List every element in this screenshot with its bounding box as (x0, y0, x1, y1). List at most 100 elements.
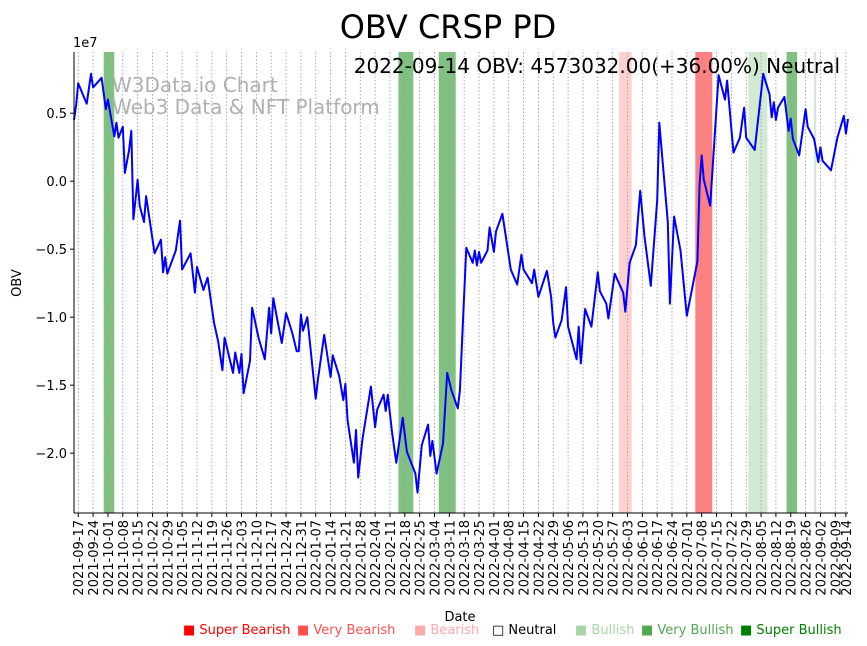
x-axis-label: Date (444, 610, 475, 625)
legend: ■ Super Bearish ■ Very Bearish ■ Bearish □ … (183, 623, 842, 638)
legend-item-super-bearish: ■ Super Bearish (183, 623, 291, 638)
x-tick-label: 2022-09-14 (840, 520, 855, 596)
x-tick-label: 2022-04-08 (503, 520, 518, 596)
latest-value-annotation: 2022-09-14 OBV: 4573032.00(+36.00%) Neut… (354, 54, 840, 78)
legend-label: Super Bearish (199, 623, 290, 638)
x-tick-label: 2022-06-10 (636, 520, 651, 596)
y-axis-label: OBV (10, 269, 25, 297)
x-tick-label: 2022-03-04 (428, 520, 443, 596)
legend-swatch-icon: ■ (575, 623, 591, 638)
legend-swatch-icon: □ (492, 623, 508, 638)
watermark-line-1: W3Data.io Chart (112, 73, 278, 97)
signal-bands (103, 52, 817, 513)
x-tick-label: 2021-12-10 (250, 520, 265, 596)
legend-swatch-icon: ■ (641, 623, 657, 638)
y-tick-label: −1.0 (35, 311, 67, 326)
legend-item-very-bearish: ■ Very Bearish (297, 623, 395, 638)
legend-swatch-icon: ■ (297, 623, 313, 638)
x-tick-label: 2021-12-03 (236, 520, 251, 596)
x-tick-label: 2022-03-18 (458, 520, 473, 596)
x-tick-label: 2022-04-15 (518, 520, 533, 596)
x-tick-label: 2021-12-17 (265, 520, 280, 596)
band-very-bearish (695, 52, 713, 513)
x-tick-label: 2021-12-31 (295, 520, 310, 596)
x-tick-label: 2022-03-11 (443, 520, 458, 596)
x-tick-label: 2022-04-01 (488, 520, 503, 596)
x-tick-label: 2022-04-22 (532, 520, 547, 596)
x-tick-label: 2021-10-08 (117, 520, 132, 596)
chart-title: OBV CRSP PD (340, 8, 557, 46)
x-tick-label: 2022-05-27 (607, 520, 622, 596)
x-tick-label: 2022-08-05 (755, 520, 770, 596)
legend-item-super-bullish: ■ Super Bullish (740, 623, 842, 638)
legend-label: Very Bearish (313, 623, 395, 638)
band-very-bullish (103, 52, 115, 513)
y-tick-label: −2.0 (35, 447, 67, 462)
x-tick-label: 2021-11-26 (221, 520, 236, 596)
band-bullish (748, 52, 768, 513)
x-tick-label: 2022-02-25 (414, 520, 429, 596)
band-very-bullish (398, 52, 414, 513)
legend-swatch-icon: ■ (740, 623, 756, 638)
legend-swatch-icon: ■ (183, 623, 199, 638)
legend-item-bullish: ■ Bullish (575, 623, 634, 638)
x-tick-label: 2022-08-12 (770, 520, 785, 596)
y-tick-label: 0.0 (46, 175, 67, 190)
x-tick-label: 2021-10-15 (132, 520, 147, 596)
band-very-bullish (438, 52, 456, 513)
x-tick-label: 2021-09-17 (72, 520, 87, 596)
x-tick-label: 2022-07-15 (711, 520, 726, 596)
x-tick-label: 2021-11-19 (206, 520, 221, 596)
y-ticks: −2.0 −1.5 −1.0 −0.5 0.0 0.5 (35, 107, 74, 462)
y-tick-label: −1.5 (35, 379, 67, 394)
x-tick-label: 2022-07-08 (696, 520, 711, 596)
band-very-bullish (786, 52, 798, 513)
axes (73, 52, 848, 514)
x-tick-label: 2022-02-11 (384, 520, 399, 596)
watermark-line-2: Web3 Data & NFT Platform (112, 95, 380, 119)
x-tick-label: 2022-05-20 (592, 520, 607, 596)
x-tick-label: 2022-01-28 (354, 520, 369, 596)
legend-item-neutral: □ Neutral (492, 623, 556, 638)
x-tick-label: 2021-11-12 (191, 520, 206, 596)
legend-label: Bearish (430, 623, 479, 638)
x-tick-label: 2022-05-13 (577, 520, 592, 596)
legend-label: Very Bullish (657, 623, 733, 638)
x-tick-label: 2022-09-02 (814, 520, 829, 596)
x-ticks: 2021-09-17 2021-09-24 2021-10-01 2021-10-08… (72, 513, 855, 596)
band-bearish (618, 52, 632, 513)
x-tick-label: 2022-02-04 (369, 520, 384, 596)
legend-label: Neutral (508, 623, 556, 638)
legend-label: Bullish (591, 623, 634, 638)
x-tick-label: 2021-10-01 (102, 520, 117, 596)
x-tick-label: 2022-07-01 (681, 520, 696, 596)
x-tick-label: 2022-06-17 (651, 520, 666, 596)
x-tick-label: 2022-01-07 (310, 520, 325, 596)
x-tick-label: 2022-06-03 (621, 520, 636, 596)
y-scale-label: 1e7 (73, 36, 98, 51)
x-tick-label: 2022-03-25 (473, 520, 488, 596)
x-tick-label: 2021-11-05 (176, 520, 191, 596)
x-tick-label: 2022-02-18 (399, 520, 414, 596)
x-tick-label: 2022-08-19 (785, 520, 800, 596)
x-tick-label: 2021-09-24 (87, 520, 102, 596)
x-tick-label: 2022-07-22 (725, 520, 740, 596)
x-tick-label: 2022-07-29 (740, 520, 755, 596)
x-tick-label: 2021-12-24 (280, 520, 295, 596)
legend-item-very-bullish: ■ Very Bullish (641, 623, 733, 638)
x-tick-label: 2022-09-09 (829, 520, 844, 596)
legend-swatch-icon: ■ (414, 623, 430, 638)
x-tick-label: 2021-10-22 (146, 520, 161, 596)
y-tick-label: 0.5 (46, 107, 67, 122)
legend-item-bearish: ■ Bearish (414, 623, 479, 638)
legend-label: Super Bullish (756, 623, 841, 638)
x-tick-label: 2022-01-14 (325, 520, 340, 596)
y-tick-label: −0.5 (35, 243, 67, 258)
x-tick-label: 2022-06-24 (666, 520, 681, 596)
x-tick-label: 2022-01-21 (339, 520, 354, 596)
band-bullish (814, 52, 817, 513)
x-tick-label: 2022-05-06 (562, 520, 577, 596)
x-tick-label: 2022-08-26 (800, 520, 815, 596)
x-tick-label: 2022-04-29 (547, 520, 562, 596)
